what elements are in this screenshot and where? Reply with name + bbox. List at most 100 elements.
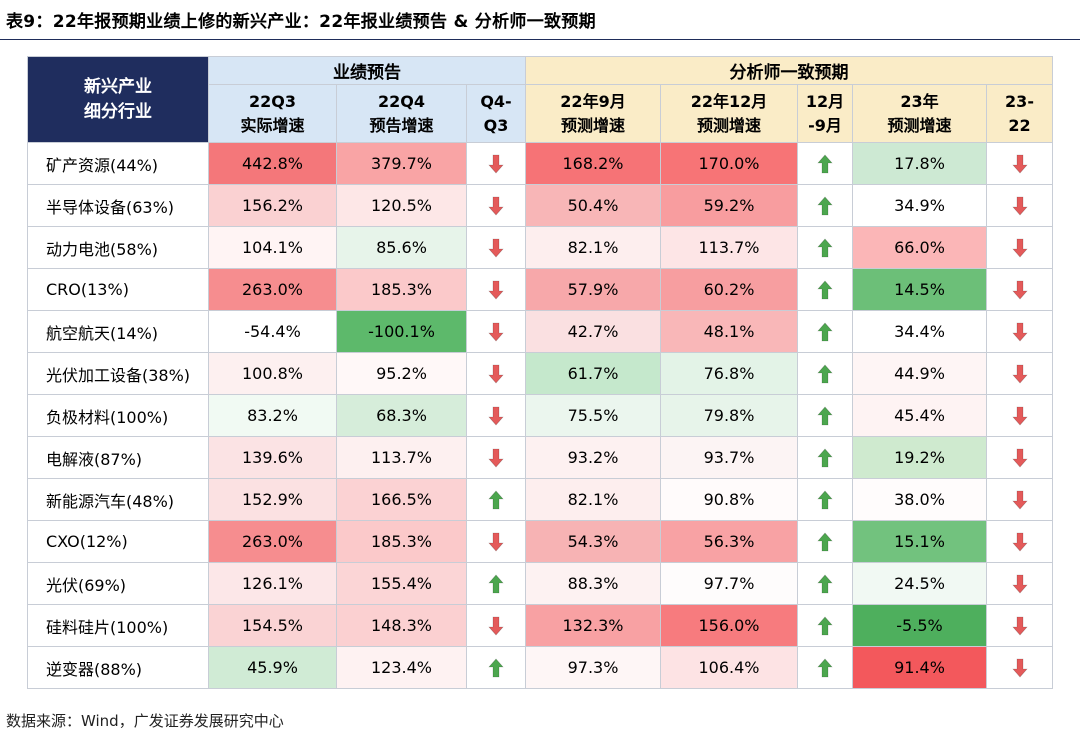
trend-cell-decsep (797, 478, 853, 521)
column-header-line: -9月 (808, 115, 842, 135)
industry-name: 光伏加工设备(38%) (27, 352, 209, 395)
value-cell-q4: 148.3% (336, 604, 467, 647)
trend-cell-y23y22 (986, 352, 1053, 395)
value-cell-y23: 17.8% (852, 142, 987, 185)
column-header-line: 预测增速 (560, 115, 625, 135)
arrow-down-icon (488, 532, 504, 552)
data-source-note: 数据来源：Wind，广发证券发展研究中心 (6, 712, 284, 730)
column-header-line: 22年9月 (560, 91, 626, 111)
table-row: 半导体设备(63%) 156.2% 120.5% 50.4% 59.2% 34.9% (27, 184, 1053, 227)
arrow-down-icon (1011, 364, 1028, 384)
trend-cell-y23y22 (986, 310, 1053, 353)
industry-name: CXO(12%) (27, 520, 209, 563)
column-header-col-dec-sep: 12月 -9月 (797, 84, 853, 143)
value-cell-dec: 106.4% (660, 646, 798, 689)
arrow-up-icon (488, 658, 504, 678)
trend-cell-y23y22 (986, 142, 1053, 185)
arrow-up-icon (817, 532, 833, 552)
column-header-col-22q4-forecast: 22Q4 预告增速 (336, 84, 467, 143)
value-cell-y23: 38.0% (852, 478, 987, 521)
industry-name: 负极材料(100%) (27, 394, 209, 437)
trend-cell-decsep (797, 142, 853, 185)
industry-name: 硅料硅片(100%) (27, 604, 209, 647)
trend-cell-decsep (797, 562, 853, 605)
value-cell-sep: 88.3% (525, 562, 661, 605)
trend-cell-decsep (797, 394, 853, 437)
trend-cell-y23y22 (986, 436, 1053, 479)
group-header-forecast: 业绩预告 (208, 56, 526, 85)
trend-cell-q4q3 (466, 562, 526, 605)
column-header-col-22sep-forecast: 22年9月预测增速 (525, 84, 661, 143)
column-header-industry: 新兴产业 细分行业 (27, 56, 209, 143)
arrow-up-icon (817, 616, 833, 636)
column-header-line: 实际增速 (240, 115, 305, 135)
table-row: CXO(12%) 263.0% 185.3% 54.3% 56.3% 15.1% (27, 520, 1053, 563)
value-cell-sep: 168.2% (525, 142, 661, 185)
arrow-down-icon (1011, 490, 1028, 510)
trend-cell-y23y22 (986, 268, 1053, 311)
trend-cell-y23y22 (986, 646, 1053, 689)
value-cell-q3: 104.1% (208, 226, 337, 269)
trend-cell-q4q3 (466, 436, 526, 479)
trend-cell-decsep (797, 268, 853, 311)
value-cell-q3: 139.6% (208, 436, 337, 479)
industry-name: CRO(13%) (27, 268, 209, 311)
arrow-up-icon (817, 490, 833, 510)
arrow-down-icon (1011, 238, 1028, 258)
arrow-down-icon (488, 406, 504, 426)
column-header-line: Q3 (483, 115, 509, 135)
trend-cell-decsep (797, 436, 853, 479)
arrow-down-icon (488, 280, 504, 300)
value-cell-q3: 152.9% (208, 478, 337, 521)
corner-line-2: 细分行业 (84, 101, 152, 122)
arrow-up-icon (488, 490, 504, 510)
arrow-down-icon (488, 154, 504, 174)
value-cell-dec: 113.7% (660, 226, 798, 269)
column-header-line: 预告增速 (369, 115, 434, 135)
value-cell-q3: 156.2% (208, 184, 337, 227)
column-header-col-23-forecast: 23年预测增速 (852, 84, 987, 143)
industry-name: 逆变器(88%) (27, 646, 209, 689)
industry-name: 光伏(69%) (27, 562, 209, 605)
value-cell-dec: 79.8% (660, 394, 798, 437)
value-cell-sep: 82.1% (525, 226, 661, 269)
arrow-down-icon (1011, 154, 1028, 174)
table-row: 光伏(69%) 126.1% 155.4% 88.3% 97.7% 24.5% (27, 562, 1053, 605)
group-header-consensus: 分析师一致预期 (525, 56, 1053, 85)
value-cell-q3: -54.4% (208, 310, 337, 353)
value-cell-dec: 97.7% (660, 562, 798, 605)
trend-cell-q4q3 (466, 646, 526, 689)
trend-cell-decsep (797, 184, 853, 227)
trend-cell-y23y22 (986, 184, 1053, 227)
arrow-up-icon (488, 574, 504, 594)
value-cell-y23: 44.9% (852, 352, 987, 395)
value-cell-y23: 14.5% (852, 268, 987, 311)
value-cell-dec: 93.7% (660, 436, 798, 479)
trend-cell-q4q3 (466, 142, 526, 185)
column-header-line: 预测增速 (887, 115, 952, 135)
title-divider (0, 39, 1080, 40)
corner-line-1: 新兴产业 (84, 76, 152, 97)
value-cell-q4: 120.5% (336, 184, 467, 227)
trend-cell-q4q3 (466, 604, 526, 647)
table-row: 光伏加工设备(38%) 100.8% 95.2% 61.7% 76.8% 44.9% (27, 352, 1053, 395)
arrow-down-icon (1011, 574, 1028, 594)
column-header-line: 预测增速 (696, 115, 761, 135)
column-header-line: 23年 (900, 91, 939, 111)
value-cell-dec: 56.3% (660, 520, 798, 563)
arrow-down-icon (488, 616, 504, 636)
arrow-up-icon (817, 238, 833, 258)
arrow-up-icon (817, 658, 833, 678)
value-cell-q4: 185.3% (336, 520, 467, 563)
arrow-up-icon (817, 154, 833, 174)
value-cell-sep: 61.7% (525, 352, 661, 395)
value-cell-q3: 126.1% (208, 562, 337, 605)
page-title: 表9：22年报预期业绩上修的新兴产业：22年报业绩预告 & 分析师一致预期 (6, 12, 596, 32)
table-row: 航空航天(14%) -54.4% -100.1% 42.7% 48.1% 34.4% (27, 310, 1053, 353)
value-cell-sep: 42.7% (525, 310, 661, 353)
value-cell-q4: 68.3% (336, 394, 467, 437)
arrow-down-icon (488, 364, 504, 384)
trend-cell-decsep (797, 310, 853, 353)
column-header-col-q4-q3: Q4- Q3 (466, 84, 526, 143)
value-cell-dec: 156.0% (660, 604, 798, 647)
